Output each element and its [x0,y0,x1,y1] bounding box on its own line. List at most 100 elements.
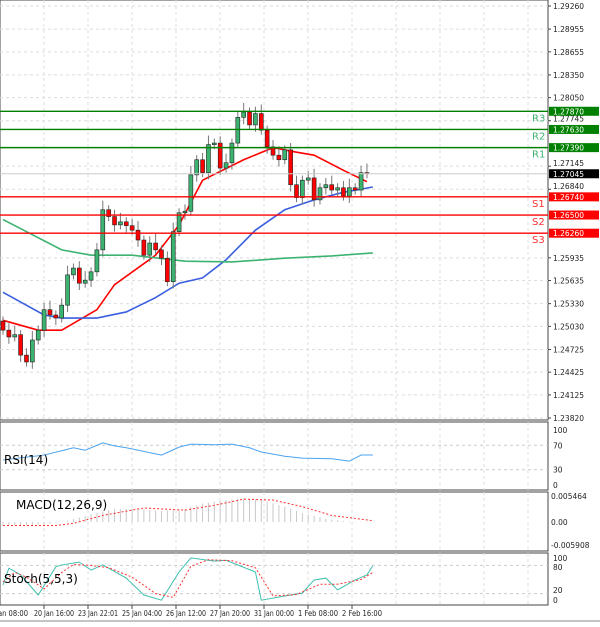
stoch-tick-label: 20 [553,586,563,595]
candle-body [135,229,141,241]
level-price-box [549,106,599,116]
candle-body [206,144,211,173]
candle-body [129,225,135,231]
macd-tick-label: -0.005908 [551,541,590,550]
level-price-label: 1.26260 [553,229,584,238]
candle-body [229,142,235,164]
candle-body [53,314,59,319]
candle-body [30,339,35,363]
stoch-label: Stoch(5,5,3) [4,572,78,586]
level-name-S2: S2 [532,217,545,228]
candle-body [82,279,88,284]
time-tick-label: Jan 08:00 [0,609,28,618]
rsi-tick-label: 0 [553,481,558,490]
candle-body [12,334,18,338]
candle-body [352,187,358,191]
candle-body [106,209,111,217]
moving-average-line-2 [2,218,373,263]
candle-body [165,257,170,282]
candle-body [112,216,117,226]
price-tick-label: 1.29260 [553,2,584,11]
level-name-S3: S3 [532,235,545,246]
price-tick-label: 1.24425 [553,368,584,377]
macd-label: MACD(12,26,9) [16,498,108,512]
stoch-pane [0,552,549,606]
macd-signal-line [3,498,373,527]
candle-body [188,174,194,212]
candle-body [253,113,258,126]
level-price-box [549,124,599,134]
candle-body [264,129,270,148]
level-name-S1: S1 [532,199,545,210]
level-price-box [549,210,599,220]
candle-body [170,231,176,282]
candle-body [35,329,41,341]
price-tick-label: 1.24125 [553,391,584,400]
time-tick-label: 20 Jan 16:00 [34,609,74,618]
time-tick-label: 26 Jan 12:00 [166,609,206,618]
moving-average-line-1 [2,186,373,319]
price-tick-label: 1.25935 [553,254,584,263]
level-price-label: 1.27630 [553,125,584,134]
stoch-main-line [2,557,374,601]
candle-body [59,304,65,319]
level-name-R2: R2 [532,131,545,142]
candle-body [358,172,364,191]
price-tick-label: 1.23820 [553,414,584,423]
price-tick-label: 1.28955 [553,25,584,34]
rsi-pane [0,421,549,491]
level-price-label: 1.27870 [553,107,584,116]
candle-body [147,242,153,256]
candle-body [311,177,317,201]
level-name-R1: R1 [532,150,545,161]
candle-body [88,271,94,281]
candle-body [182,210,188,214]
candle-body [241,111,246,118]
candle-body [194,159,200,176]
candle-body [235,117,241,144]
price-tick-label: 1.25030 [553,322,584,331]
candle-body [94,249,100,273]
time-tick-label: 2 Feb 16:00 [342,609,382,618]
level-price-label: 1.26740 [553,193,584,202]
time-tick-label: 23 Jan 22:01 [78,609,118,618]
rsi-line [2,442,373,462]
price-tick-label: 1.25330 [553,300,584,309]
candle-body [18,334,23,356]
rsi-tick-label: 100 [553,426,568,435]
candle-body [212,142,217,145]
price-tick-label: 1.28050 [553,94,584,103]
stoch-tick-label: 0 [553,596,558,605]
candle-body [24,354,29,363]
candle-body [123,221,129,226]
stoch-tick-label: 80 [553,563,563,572]
candle-body [329,184,335,191]
candle-body [159,249,164,259]
candle-body [247,111,252,126]
candle-body [335,187,340,191]
macd-tick-label: 0.005464 [551,492,587,501]
time-tick-label: 25 Jan 04:00 [122,609,162,618]
stoch-signal-line [2,559,374,598]
candle-body [100,209,106,251]
candle-body [294,184,299,198]
stoch-tick-label: 100 [553,554,568,563]
candle-body [270,146,276,156]
level-price-box [549,228,599,238]
main-pane [0,0,549,421]
candle-body [317,187,323,201]
time-tick-label: 31 Jan 00:00 [254,609,294,618]
macd-tick-label: 0.00 [551,518,568,527]
candle-body [288,149,293,186]
price-tick-label: 1.27745 [553,114,584,123]
price-tick-label: 1.25635 [553,277,584,286]
time-tick-label: 1 Feb 08:00 [298,609,338,618]
level-price-label: 1.27390 [553,144,584,153]
level-price-label: 1.26500 [553,211,584,220]
candle-body [153,242,158,251]
price-tick-label: 1.28655 [553,48,584,57]
rsi-tick-label: 70 [553,441,563,450]
time-tick-label: 27 Jan 20:00 [210,609,250,618]
level-price-box [549,192,599,202]
